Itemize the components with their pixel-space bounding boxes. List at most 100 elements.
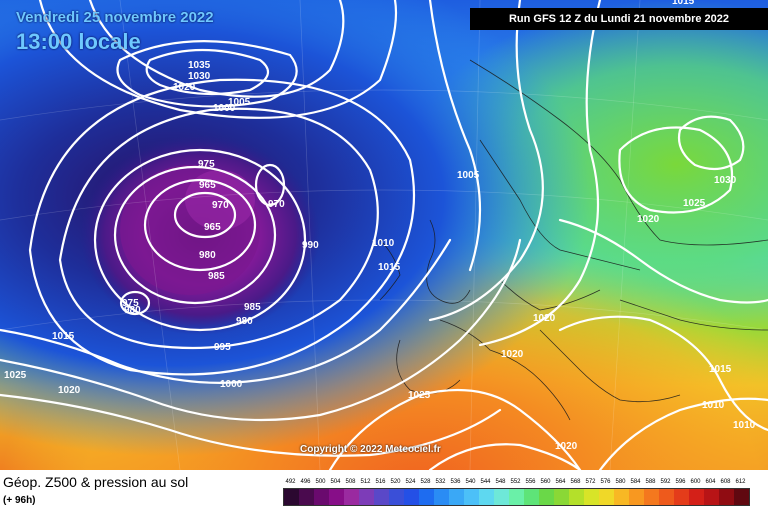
legend-label: 552: [510, 479, 521, 485]
map-title: Géop. Z500 & pression au sol: [3, 474, 189, 490]
legend-label: 564: [555, 479, 566, 485]
legend-swatch: [464, 489, 479, 505]
legend-swatch: [614, 489, 629, 505]
legend-label: 520: [390, 479, 401, 485]
legend-label: 560: [540, 479, 551, 485]
isobar-label: 1025: [4, 370, 27, 381]
isobar-label: 1015: [52, 331, 75, 342]
color-legend: 492 496 500 504 508 512 516 520 524 528 532 536 540 5…: [283, 478, 753, 508]
legend-swatch: [314, 489, 329, 505]
legend-label: 540: [465, 479, 476, 485]
legend-swatch: [329, 489, 344, 505]
legend-swatch: [659, 489, 674, 505]
legend-label: 512: [360, 479, 371, 485]
isobar-label: 1020: [555, 441, 578, 452]
isobar-labels: 1035 1030 1020 1005 1000 975 965 970 970…: [4, 0, 756, 452]
legend-swatch: [284, 489, 299, 505]
isobar-label: 1025: [683, 198, 706, 209]
legend-label: 504: [330, 479, 341, 485]
isobar-label: 1015: [378, 262, 401, 273]
legend-label: 604: [705, 479, 716, 485]
legend-swatch: [509, 489, 524, 505]
isobar-label: 1025: [408, 390, 431, 401]
legend-swatch: [359, 489, 374, 505]
legend-label: 576: [600, 479, 611, 485]
isobar-label: 1035: [188, 60, 211, 71]
legend-swatch: [584, 489, 599, 505]
isobar-label: 1020: [501, 349, 524, 360]
legend-label: 536: [450, 479, 461, 485]
legend-swatch: [374, 489, 389, 505]
legend-swatch: [449, 489, 464, 505]
isobar-label: 985: [208, 271, 225, 282]
legend-swatch: [434, 489, 449, 505]
isobar-label: 965: [199, 180, 216, 191]
legend-swatch: [389, 489, 404, 505]
legend-swatch: [674, 489, 689, 505]
legend-swatch: [599, 489, 614, 505]
legend-swatch: [524, 489, 539, 505]
legend-label: 600: [690, 479, 701, 485]
isobar-label: 1005: [457, 170, 480, 181]
footer: Géop. Z500 & pression au sol (+ 96h) 492…: [0, 470, 768, 512]
isobar-label: 1000: [220, 379, 243, 390]
isobar-label: 995: [214, 342, 231, 353]
legend-label: 572: [585, 479, 596, 485]
legend-swatch: [629, 489, 644, 505]
legend-swatch: [479, 489, 494, 505]
legend-label: 524: [405, 479, 416, 485]
isobar-label: 1000: [213, 103, 236, 114]
isobar-label: 1020: [533, 313, 556, 324]
isobar-label: 990: [302, 240, 319, 251]
legend-bar: [283, 488, 750, 506]
isobar-label: 1030: [188, 71, 211, 82]
legend-swatch: [299, 489, 314, 505]
copyright: Copyright © 2022 Meteociel.fr: [300, 444, 441, 455]
coastlines: [379, 59, 768, 421]
legend-label: 532: [435, 479, 446, 485]
isobar-label: 1015: [709, 364, 732, 375]
isobar-label: 970: [268, 199, 285, 210]
legend-swatch: [344, 489, 359, 505]
legend-label: 608: [720, 479, 731, 485]
legend-label: 508: [345, 479, 356, 485]
weather-map: 1035 1030 1020 1005 1000 975 965 970 970…: [0, 0, 768, 470]
isobar-label: 975: [198, 159, 215, 170]
isobar-label: 1010: [372, 238, 395, 249]
isobar-label: 980: [236, 316, 253, 327]
isobar-label: 1030: [714, 175, 737, 186]
legend-label: 592: [660, 479, 671, 485]
isobar-label: 985: [244, 302, 261, 313]
legend-swatch: [539, 489, 554, 505]
forecast-date: Vendredi 25 novembre 2022: [16, 9, 214, 26]
map-subtitle: (+ 96h): [3, 495, 36, 506]
legend-swatch: [644, 489, 659, 505]
legend-label: 492: [285, 479, 296, 485]
isobar-label: 1010: [702, 400, 725, 411]
legend-swatch: [494, 489, 509, 505]
legend-label: 568: [570, 479, 581, 485]
isobar-label: 1020: [173, 82, 196, 93]
forecast-hour: 13:00 locale: [16, 29, 141, 54]
legend-swatch: [734, 489, 749, 505]
isobar-label: 1020: [58, 385, 81, 396]
isobar-label: 970: [212, 200, 229, 211]
legend-label: 612: [735, 479, 746, 485]
isobar-label: 1015: [672, 0, 695, 7]
legend-label: 584: [630, 479, 641, 485]
isobar-label: 975: [122, 298, 139, 309]
isobars: [0, 0, 768, 470]
isobar-label: 1020: [637, 214, 660, 225]
legend-label: 500: [315, 479, 326, 485]
legend-label: 588: [645, 479, 656, 485]
legend-swatch: [704, 489, 719, 505]
legend-label: 556: [525, 479, 536, 485]
legend-label: 544: [480, 479, 491, 485]
legend-swatch: [404, 489, 419, 505]
legend-swatch: [419, 489, 434, 505]
isobar-label: 965: [204, 222, 221, 233]
isobar-label: 1005: [228, 97, 251, 108]
isobar-label: 1010: [733, 420, 756, 431]
legend-swatch: [719, 489, 734, 505]
legend-swatch: [569, 489, 584, 505]
